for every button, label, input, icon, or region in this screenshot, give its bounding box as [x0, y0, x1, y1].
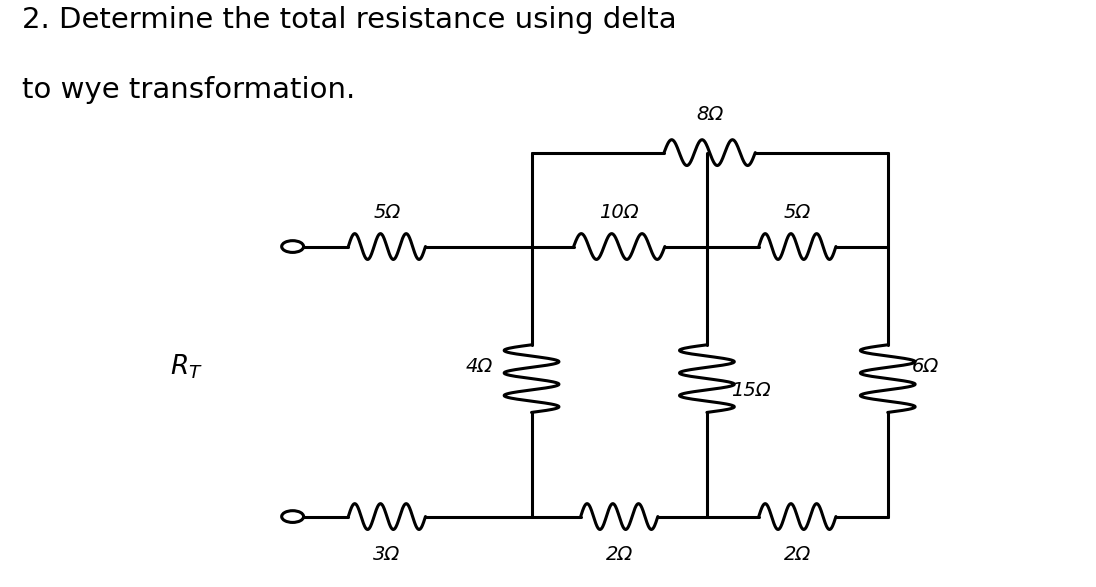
Text: 4Ω: 4Ω	[466, 357, 493, 376]
Text: $R_T$: $R_T$	[170, 353, 203, 381]
Text: 2Ω: 2Ω	[784, 545, 811, 564]
Text: to wye transformation.: to wye transformation.	[22, 76, 355, 104]
Text: 2Ω: 2Ω	[606, 545, 632, 564]
Text: 5Ω: 5Ω	[374, 203, 400, 222]
Text: 2. Determine the total resistance using delta: 2. Determine the total resistance using …	[22, 6, 676, 34]
Text: 3Ω: 3Ω	[374, 545, 400, 564]
Text: 10Ω: 10Ω	[600, 203, 639, 222]
Text: 5Ω: 5Ω	[784, 203, 811, 222]
Text: 8Ω: 8Ω	[696, 106, 723, 124]
Text: 15Ω: 15Ω	[731, 381, 770, 400]
Text: 6Ω: 6Ω	[912, 357, 939, 376]
